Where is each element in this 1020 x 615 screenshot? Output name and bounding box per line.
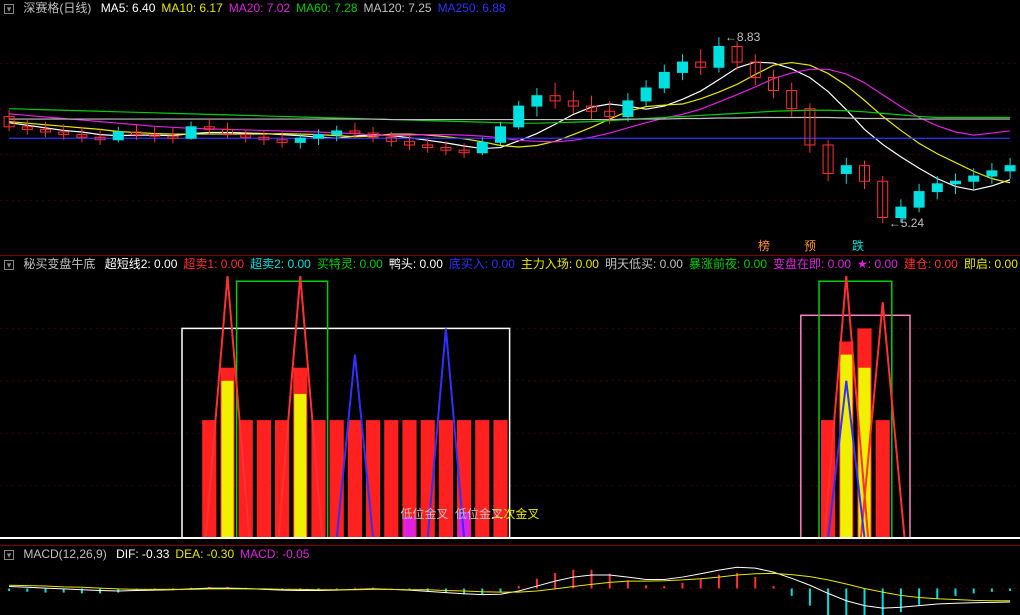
indicator-title: 秘买变盘牛底 [23,257,95,271]
stock-title: 深赛格(日线) [23,1,91,15]
macd-label: DEA: -0.30 [175,547,234,561]
macd-header: ▾ MACD(12,26,9) DIF: -0.33 DEA: -0.30 MACD… [0,546,1020,562]
indicator-label: 超卖2: 0.00 [250,257,311,271]
indicator-header: ▾ 秘买变盘牛底 超短线2: 0.00 超卖1: 0.00 超卖2: 0.00 买特灵… [0,256,1020,272]
ma-label-ma120: MA120: 7.25 [364,1,432,15]
macd-chart[interactable] [0,562,1020,615]
macd-label: MACD: -0.05 [240,547,309,561]
main-header: ▾ 深赛格(日线) MA5: 6.40 MA10: 6.17 MA20: 7.02 M… [0,0,1020,16]
ma-label-ma10: MA10: 6.17 [161,1,222,15]
indicator-label: 暴涨前夜: 0.00 [689,257,767,271]
svg-text:←8.83: ←8.83 [725,30,761,44]
svg-text:预: 预 [804,239,816,253]
indicator-label: 超卖1: 0.00 [183,257,244,271]
ma-label-ma5: MA5: 6.40 [101,1,156,15]
macd-title: MACD(12,26,9) [23,547,106,561]
macd-panel: ▾ MACD(12,26,9) DIF: -0.33 DEA: -0.30 MACD… [0,546,1020,615]
indicator-label: 建仓: 0.00 [904,257,958,271]
expand-icon[interactable]: ▾ [4,260,14,270]
indicator-chart[interactable]: 低位金叉二次金叉低位金叉 [0,256,1020,546]
macd-label: DIF: -0.33 [116,547,169,561]
ma-label-ma60: MA60: 7.28 [296,1,357,15]
expand-icon[interactable]: ▾ [4,4,14,14]
indicator-label: 买特灵: 0.00 [317,257,383,271]
svg-text:低位金叉: 低位金叉 [400,506,448,521]
indicator-label: ★: 0.00 [857,257,898,271]
svg-text:跌: 跌 [852,238,864,253]
ma-label-ma250: MA250: 6.88 [438,1,506,15]
indicator-label: 变盘在即: 0.00 [773,257,851,271]
ma-label-ma20: MA20: 7.02 [229,1,290,15]
indicator-label: 底买入: 0.00 [449,257,515,271]
indicator-label: 主力入场: 0.00 [521,257,599,271]
svg-text:←5.24: ←5.24 [889,216,925,230]
indicator-label: 超短线2: 0.00 [105,257,178,271]
indicator-label: 即启: 0.00 [964,257,1018,271]
expand-icon[interactable]: ▾ [4,550,14,560]
indicator-label: 鸭头: 0.00 [389,257,443,271]
indicator-label: 明天低买: 0.00 [605,257,683,271]
indicator-panel: ▾ 秘买变盘牛底 超短线2: 0.00 超卖1: 0.00 超卖2: 0.00 买特灵… [0,256,1020,546]
svg-text:榜: 榜 [758,238,770,253]
svg-text:低位金叉: 低位金叉 [455,506,503,521]
main-chart-panel: ▾ 深赛格(日线) MA5: 6.40 MA10: 6.17 MA20: 7.02 M… [0,0,1020,256]
candlestick-chart[interactable]: ←8.83 ←5.24 榜 预 跌 [0,0,1020,256]
